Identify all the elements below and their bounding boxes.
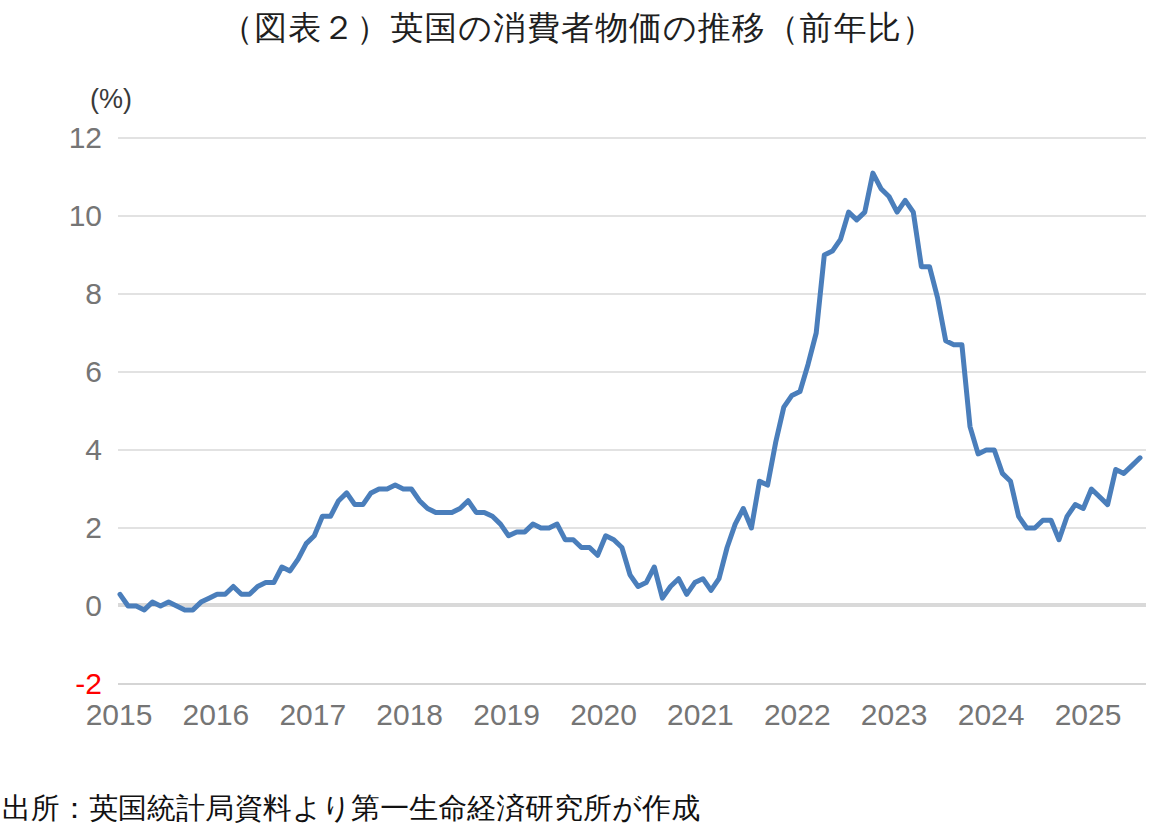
gridlines bbox=[118, 138, 1146, 684]
y-tick-label: 4 bbox=[0, 435, 102, 465]
y-tick-label: 10 bbox=[0, 201, 102, 231]
x-tick-label: 2025 bbox=[1028, 698, 1148, 732]
y-tick-label: -2 bbox=[0, 669, 102, 699]
source-note: 出所：英国統計局資料より第一生命経済研究所が作成 bbox=[2, 789, 700, 829]
y-tick-label: 12 bbox=[0, 123, 102, 153]
y-tick-label: 2 bbox=[0, 513, 102, 543]
data-line-uk-cpi bbox=[120, 173, 1140, 610]
y-tick-label: 6 bbox=[0, 357, 102, 387]
chart-figure: （図表２）英国の消費者物価の推移（前年比） (%) 121086420-2 20… bbox=[0, 0, 1156, 834]
y-tick-label: 0 bbox=[0, 591, 102, 621]
y-tick-label: 8 bbox=[0, 279, 102, 309]
